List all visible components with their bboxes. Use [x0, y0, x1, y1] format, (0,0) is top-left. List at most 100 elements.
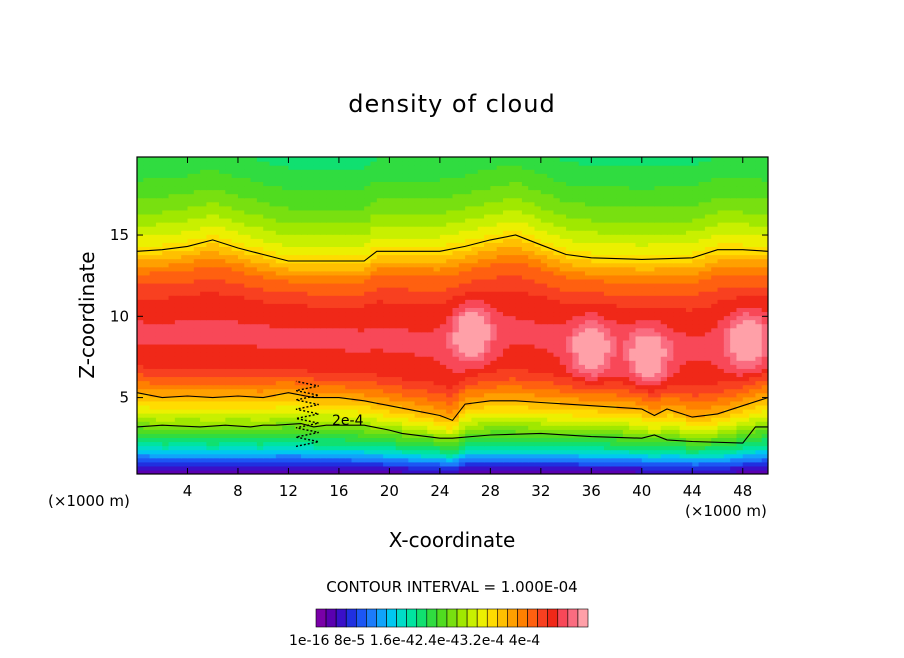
field-cell — [319, 408, 327, 414]
field-cell — [231, 404, 239, 410]
field-cell — [408, 388, 416, 394]
field-cell — [502, 356, 510, 361]
field-cell — [540, 295, 548, 300]
field-cell — [534, 445, 542, 451]
field-cell — [660, 311, 668, 317]
field-cell — [521, 287, 529, 292]
field-cell — [641, 348, 649, 353]
field-cell — [244, 413, 252, 418]
field-cell — [534, 417, 542, 422]
field-cell — [559, 323, 567, 329]
field-cell — [610, 327, 618, 333]
field-cell — [149, 380, 157, 386]
field-cell — [761, 315, 768, 321]
field-cell — [402, 376, 409, 382]
field-cell — [471, 413, 479, 418]
field-cell — [641, 343, 649, 349]
field-cell — [269, 376, 277, 382]
field-cell — [761, 352, 768, 357]
field-cell — [250, 295, 258, 300]
field-cell — [219, 404, 226, 410]
field-cell — [395, 368, 403, 373]
field-cell — [465, 376, 473, 382]
field-cell — [667, 421, 674, 426]
field-cell — [269, 437, 277, 443]
field-cell — [162, 282, 170, 288]
field-cell — [389, 376, 397, 382]
field-cell — [566, 364, 573, 369]
field-cell — [698, 343, 706, 349]
field-cell — [263, 352, 271, 357]
field-cell — [597, 339, 605, 345]
field-cell — [149, 425, 157, 430]
field-cell — [168, 400, 176, 406]
field-cell — [597, 295, 605, 300]
field-cell — [357, 457, 365, 463]
field-cell — [610, 417, 618, 422]
field-cell — [414, 453, 422, 459]
field-cell — [364, 291, 372, 296]
field-cell — [143, 327, 151, 333]
field-cell — [345, 291, 353, 296]
field-cell — [603, 282, 611, 288]
field-cell — [559, 433, 567, 439]
field-cell — [301, 295, 308, 300]
field-cell — [559, 388, 567, 394]
field-cell — [502, 400, 510, 406]
field-cell — [193, 352, 201, 357]
field-cell — [155, 388, 163, 394]
field-cell — [692, 311, 700, 317]
field-cell — [704, 461, 712, 467]
field-cell — [174, 311, 182, 317]
field-cell — [376, 335, 384, 341]
field-cell — [402, 303, 409, 308]
field-cell — [307, 449, 315, 455]
field-cell — [566, 343, 573, 349]
field-cell — [181, 425, 189, 430]
field-cell — [237, 465, 245, 471]
field-cell — [433, 287, 441, 292]
field-cell — [446, 356, 454, 361]
field-cell — [471, 425, 479, 430]
field-cell — [338, 311, 346, 317]
field-cell — [149, 331, 157, 337]
field-cell — [610, 453, 618, 459]
field-cell — [244, 368, 252, 373]
field-cell — [730, 465, 738, 471]
field-cell — [332, 282, 340, 288]
field-cell — [439, 295, 447, 300]
field-cell — [610, 323, 618, 329]
field-cell — [433, 327, 441, 333]
field-cell — [200, 417, 208, 422]
field-cell — [704, 372, 712, 378]
field-cell — [200, 315, 208, 321]
field-cell — [187, 274, 195, 280]
field-cell — [484, 331, 491, 337]
field-cell — [383, 433, 390, 439]
field-cell — [528, 437, 536, 443]
field-cell — [566, 368, 573, 373]
field-cell — [319, 323, 327, 329]
field-cell — [181, 307, 189, 313]
field-cell — [149, 445, 157, 451]
field-cell — [282, 437, 290, 443]
field-cell — [193, 376, 201, 382]
field-cell — [742, 311, 750, 317]
field-cell — [629, 457, 637, 463]
field-cell — [622, 433, 630, 439]
field-cell — [383, 388, 390, 394]
field-cell — [597, 348, 605, 353]
field-cell — [717, 360, 725, 365]
field-cell — [294, 453, 302, 459]
field-cell — [679, 417, 687, 422]
field-cell — [446, 299, 454, 304]
field-cell — [237, 376, 245, 382]
field-cell — [269, 274, 277, 280]
field-cell — [629, 425, 637, 430]
field-cell — [427, 331, 435, 337]
field-cell — [250, 388, 258, 394]
field-cell — [439, 384, 447, 390]
field-cell — [730, 384, 738, 390]
field-cell — [395, 396, 403, 402]
field-cell — [553, 323, 561, 329]
